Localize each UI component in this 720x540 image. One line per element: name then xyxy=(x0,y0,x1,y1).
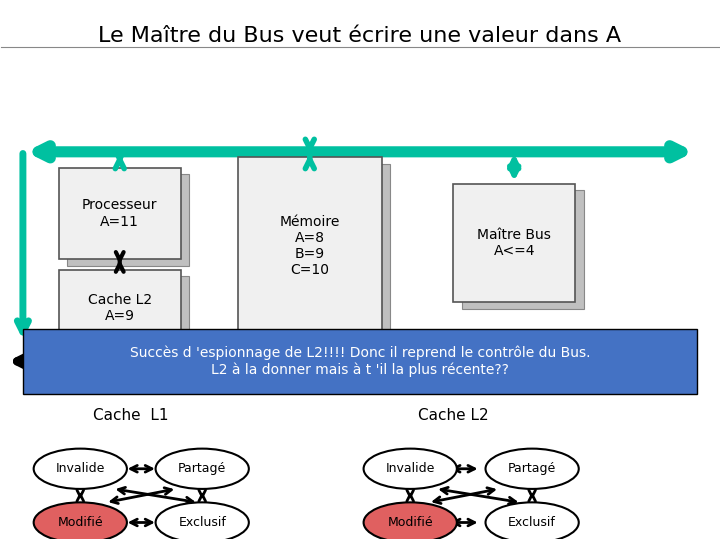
Text: Invalide: Invalide xyxy=(55,462,105,475)
Text: Le Maître du Bus veut écrire une valeur dans A: Le Maître du Bus veut écrire une valeur … xyxy=(99,25,621,45)
Text: Cache L2
A=9: Cache L2 A=9 xyxy=(88,293,152,323)
Ellipse shape xyxy=(34,502,127,540)
Text: Maître Bus
A<=4: Maître Bus A<=4 xyxy=(477,228,551,258)
Ellipse shape xyxy=(156,502,249,540)
FancyBboxPatch shape xyxy=(59,270,181,345)
Text: Cache L2: Cache L2 xyxy=(418,408,489,422)
FancyBboxPatch shape xyxy=(238,157,382,334)
Text: Modifié: Modifié xyxy=(387,516,433,529)
Text: Exclusif: Exclusif xyxy=(179,516,226,529)
Text: Partagé: Partagé xyxy=(178,462,226,475)
FancyBboxPatch shape xyxy=(23,329,697,394)
Ellipse shape xyxy=(364,449,456,489)
Ellipse shape xyxy=(485,502,579,540)
Text: Processeur
A=11: Processeur A=11 xyxy=(82,199,158,229)
FancyBboxPatch shape xyxy=(247,164,390,341)
FancyBboxPatch shape xyxy=(462,191,584,309)
Text: Modifié: Modifié xyxy=(58,516,103,529)
FancyBboxPatch shape xyxy=(68,276,189,352)
Text: Succès d 'espionnage de L2!!!! Donc il reprend le contrôle du Bus.
L2 à la donne: Succès d 'espionnage de L2!!!! Donc il r… xyxy=(130,346,590,377)
Text: Partagé: Partagé xyxy=(508,462,557,475)
Text: Exclusif: Exclusif xyxy=(508,516,556,529)
Ellipse shape xyxy=(34,449,127,489)
Text: Mémoire
A=8
B=9
C=10: Mémoire A=8 B=9 C=10 xyxy=(279,214,340,277)
Ellipse shape xyxy=(364,502,456,540)
Ellipse shape xyxy=(485,449,579,489)
Ellipse shape xyxy=(156,449,249,489)
FancyBboxPatch shape xyxy=(59,168,181,259)
Text: Invalide: Invalide xyxy=(385,462,435,475)
FancyBboxPatch shape xyxy=(453,184,575,302)
Text: Cache  L1: Cache L1 xyxy=(93,408,168,422)
FancyBboxPatch shape xyxy=(68,174,189,266)
